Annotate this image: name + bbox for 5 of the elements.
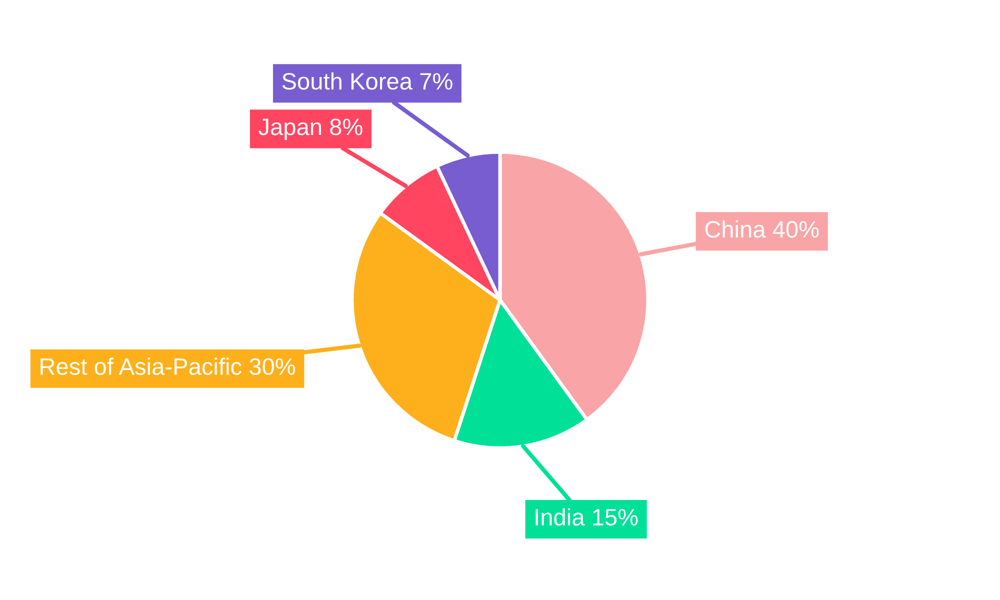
- slice-label: South Korea 7%: [282, 72, 452, 90]
- slice-label: China 40%: [705, 220, 819, 238]
- slice-label: Rest of Asia-Pacific 30%: [40, 358, 296, 375]
- slice-label: Japan 8%: [258, 118, 362, 140]
- slice-label: India 15%: [536, 508, 638, 526]
